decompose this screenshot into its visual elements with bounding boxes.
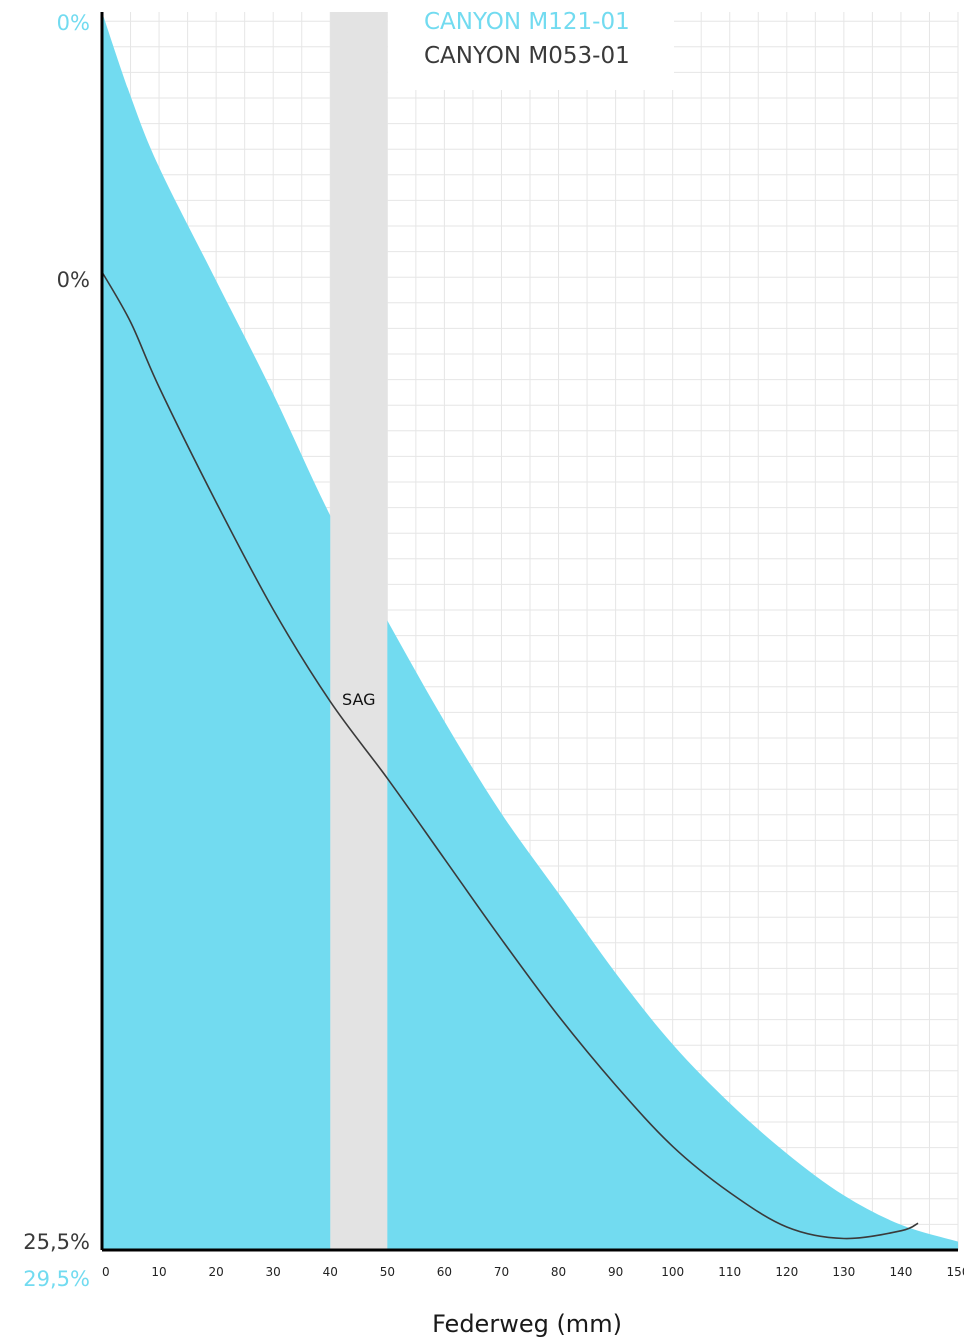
y-label-series1-bottom: 29,5% <box>23 1267 90 1291</box>
x-tick-label: 110 <box>718 1265 741 1279</box>
legend-entry-canyon-m053: CANYON M053-01 <box>424 43 630 69</box>
x-tick-label: 140 <box>889 1265 912 1279</box>
x-tick-label: 80 <box>551 1265 566 1279</box>
y-label-series2-bottom: 25,5% <box>23 1230 90 1254</box>
axes <box>100 12 958 1252</box>
sag-band <box>330 12 388 1250</box>
y-label-series2-top: 0% <box>57 268 90 292</box>
x-tick-label: 60 <box>437 1265 452 1279</box>
sag-band-group: SAG <box>330 12 388 1250</box>
legend-background <box>388 0 674 90</box>
x-tick-label: 10 <box>151 1265 166 1279</box>
x-tick-label: 100 <box>661 1265 684 1279</box>
x-tick-label: 40 <box>323 1265 338 1279</box>
x-tick-label: 30 <box>266 1265 281 1279</box>
x-tick-label: 70 <box>494 1265 509 1279</box>
legend-entry-canyon-m121: CANYON M121-01 <box>424 9 630 35</box>
sag-label: SAG <box>342 690 376 709</box>
legend: CANYON M121-01 CANYON M053-01 <box>388 0 674 90</box>
x-tick-label: 130 <box>832 1265 855 1279</box>
series-area-canyon-m121 <box>102 12 958 1250</box>
series-line-group <box>101 271 919 1240</box>
x-tick-label: 150 <box>947 1265 964 1279</box>
x-axis-label: Federweg (mm) <box>432 1310 622 1338</box>
x-tick-label: 20 <box>208 1265 223 1279</box>
series-area-group <box>102 12 958 1250</box>
series-line-canyon-m053 <box>101 271 919 1240</box>
x-tick-label: 90 <box>608 1265 623 1279</box>
x-tick-labels: 0 10 20 30 40 50 60 70 80 90 100 110 120 130 140 150 <box>102 1265 964 1279</box>
x-tick-label: 120 <box>775 1265 798 1279</box>
x-tick-label: 0 <box>102 1265 110 1279</box>
y-label-series1-top: 0% <box>57 11 90 35</box>
x-tick-label: 50 <box>380 1265 395 1279</box>
